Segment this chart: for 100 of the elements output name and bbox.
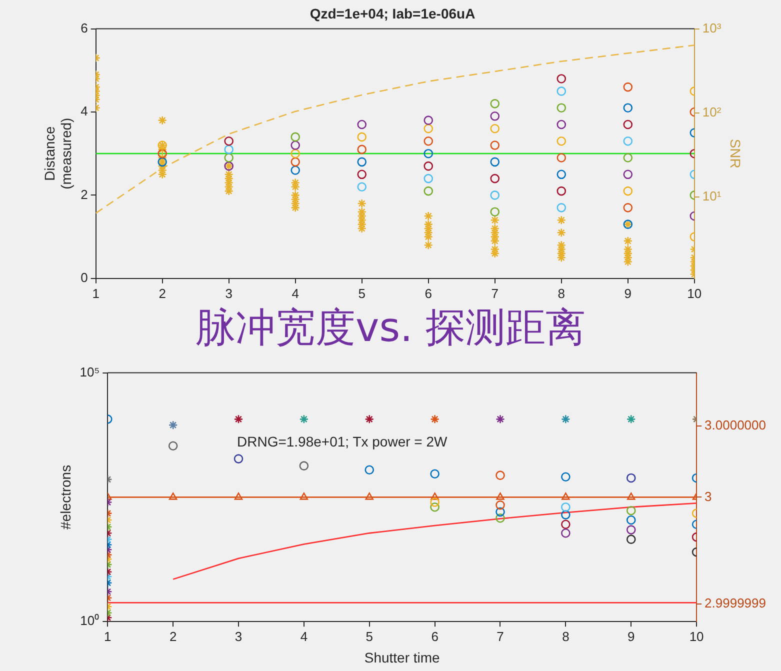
point [490,174,500,184]
point [357,170,367,180]
point [626,525,636,534]
y2-tick-label: 10¹ [702,188,722,204]
x-tick-label: 5 [358,286,366,301]
point [357,157,367,167]
y-tick-label: 10⁵ [80,364,100,380]
point [561,502,570,512]
x-tick-label: 7 [491,286,498,301]
point [556,136,566,146]
point [224,144,234,154]
x-tick-label: 3 [225,286,232,301]
point [430,498,440,507]
y-axis-title: #electrons [57,464,74,530]
point [561,472,570,482]
point [623,103,633,112]
point [424,174,434,184]
point [626,473,636,483]
y2-tick-label: 3 [704,488,712,504]
point [424,124,434,134]
chart-title: 脉冲宽度vs. 探测距离 [194,304,586,353]
point [626,414,636,424]
point [424,136,434,146]
point [623,82,633,92]
x-tick-label: 5 [366,628,373,644]
point [496,513,505,523]
point [357,182,367,192]
x-tick-label: 2 [158,286,166,301]
point [224,136,234,146]
y-tick-label: 4 [80,104,88,119]
y-tick-label: 0 [80,270,88,285]
point [626,506,636,516]
point [424,148,434,158]
point [364,414,374,424]
point [626,534,636,544]
point [490,124,500,134]
point [623,120,633,130]
point [430,502,440,512]
point [357,120,367,130]
x-tick-label: 9 [628,628,635,644]
y-tick-label: 2 [80,186,88,202]
point [424,161,434,171]
x-tick-label: 1 [92,286,100,301]
point [290,157,300,167]
point [496,500,505,510]
annotation: DRNG=1.98e+01; Tx power = 2W [236,433,448,450]
point [364,465,374,475]
point [556,74,566,84]
point [290,132,300,142]
point [490,190,500,200]
x-axis-title: Shutter time [364,649,440,666]
x-tick-label: 1 [104,628,112,644]
x-tick-label: 8 [558,286,566,301]
point [623,153,633,162]
point [357,132,367,142]
point [556,186,566,196]
point [357,144,367,154]
point [556,86,566,96]
y2-tick-label: 3.0000000 [704,418,766,433]
point [623,186,633,196]
x-tick-label: 6 [424,286,432,301]
line-series [96,44,694,214]
point [290,148,300,158]
point [623,136,633,146]
point [496,414,505,424]
x-tick-label: 10 [689,628,704,644]
point [424,186,434,196]
y2-tick-label: 10² [702,104,722,120]
point [623,170,633,180]
y2-tick-label: 10³ [702,20,722,36]
x-tick-label: 10 [687,286,702,301]
point [623,203,633,212]
point [490,99,500,108]
point [556,170,566,180]
x-tick-label: 7 [496,628,504,644]
x-tick-label: 6 [431,628,438,644]
point [556,103,566,112]
point [556,153,566,162]
x-tick-label: 3 [234,628,242,644]
y2-tick-label: 2.9999999 [704,595,766,610]
point [430,469,440,479]
point [158,148,167,158]
point [490,207,500,216]
point [299,461,309,470]
point [224,153,234,162]
point [556,203,566,212]
point [561,414,570,424]
point [290,166,300,175]
point [561,528,570,538]
x-tick-label: 4 [292,286,299,301]
chart-title: Qzd=1e+04; Iab=1e-06uA [310,5,476,22]
y-tick-label: 10⁰ [80,613,100,628]
x-tick-label: 4 [300,628,308,644]
point [556,120,566,130]
point [290,140,300,150]
x-tick-label: 9 [624,286,632,301]
x-tick-label: 8 [562,628,570,644]
point [490,140,500,150]
point [424,116,434,125]
point [490,112,500,121]
